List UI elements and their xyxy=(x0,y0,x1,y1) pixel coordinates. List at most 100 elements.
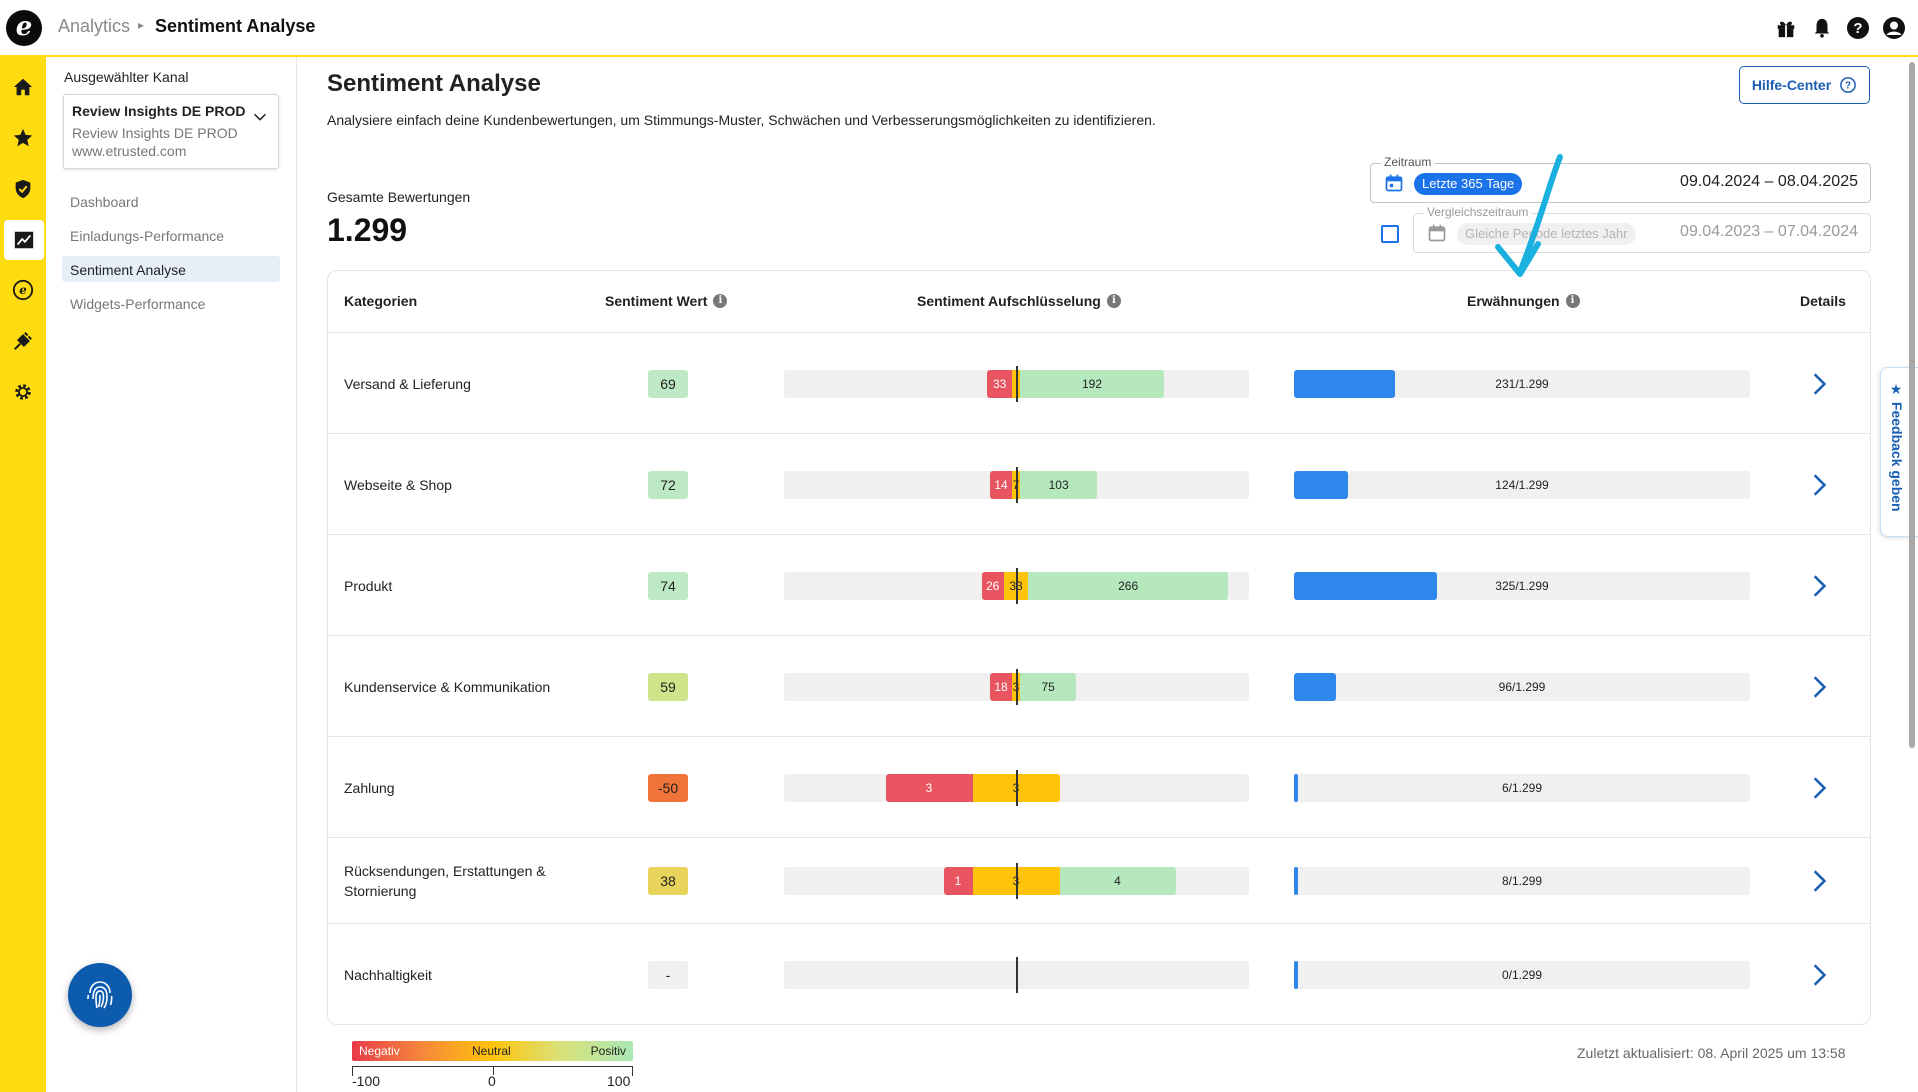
category-name: Zahlung xyxy=(344,780,395,796)
zero-line xyxy=(1016,863,1018,899)
plug-icon[interactable] xyxy=(9,327,37,355)
star-icon[interactable] xyxy=(9,124,37,152)
details-chevron-icon[interactable] xyxy=(1806,775,1832,806)
sentiment-score-badge: 74 xyxy=(648,572,688,600)
zero-line xyxy=(1016,957,1018,993)
period-label: Zeitraum xyxy=(1381,155,1435,169)
table-row[interactable]: Produkt 74 2633266 325/1.299 xyxy=(328,535,1870,636)
compare-period-chip: Gleiche Periode letztes Jahr xyxy=(1457,223,1636,245)
period-range: 09.04.2024 – 08.04.2025 xyxy=(1680,173,1858,190)
fingerprint-assistant-button[interactable] xyxy=(68,963,132,1027)
breadcrumb-parent[interactable]: Analytics xyxy=(58,16,131,36)
mentions-fill xyxy=(1294,572,1437,600)
mentions-fill xyxy=(1294,673,1337,701)
breadcrumb-current: Sentiment Analyse xyxy=(155,16,316,36)
details-chevron-icon[interactable] xyxy=(1806,962,1832,993)
negative-segment[interactable]: 14 xyxy=(990,471,1012,499)
positive-segment[interactable]: 4 xyxy=(1059,867,1176,895)
positive-segment[interactable]: 75 xyxy=(1020,673,1077,701)
channel-label: Ausgewählter Kanal xyxy=(64,69,189,85)
category-name: Webseite & Shop xyxy=(344,477,452,493)
help-center-button[interactable]: Hilfe-Center ? xyxy=(1739,66,1870,104)
analytics-chart-icon[interactable] xyxy=(4,220,44,260)
details-chevron-icon[interactable] xyxy=(1806,674,1832,705)
gift-icon[interactable] xyxy=(1774,16,1798,40)
legend-min: -100 xyxy=(352,1073,381,1089)
mentions-fill xyxy=(1294,774,1298,802)
negative-segment[interactable]: 33 xyxy=(987,370,1012,398)
period-chip[interactable]: Letzte 365 Tage xyxy=(1414,173,1523,195)
mentions-bar: 96/1.299 xyxy=(1294,673,1750,701)
table-row[interactable]: Kundenservice & Kommunikation 59 18375 96/1… xyxy=(328,636,1870,737)
channel-selector[interactable]: Review Insights DE PROD Review Insights … xyxy=(63,94,279,169)
negative-segment[interactable]: 1 xyxy=(943,867,973,895)
category-name: Rücksendungen, Erstattungen & Stornierun… xyxy=(344,863,546,899)
details-chevron-icon[interactable] xyxy=(1806,472,1832,503)
positive-segment[interactable]: 103 xyxy=(1020,471,1098,499)
info-icon[interactable]: i xyxy=(713,294,728,308)
chevron-down-icon[interactable] xyxy=(252,109,268,130)
compare-period-picker[interactable]: Vergleichszeitraum Gleiche Periode letzt… xyxy=(1413,205,1871,253)
home-icon[interactable] xyxy=(9,73,37,101)
info-icon[interactable]: i xyxy=(1565,294,1580,308)
positive-segment[interactable]: 266 xyxy=(1028,572,1228,600)
annotation-arrow-icon xyxy=(1495,154,1563,277)
details-chevron-icon[interactable] xyxy=(1806,371,1832,402)
mentions-bar: 0/1.299 xyxy=(1294,961,1750,989)
subnav-item-invitation-performance[interactable]: Einladungs-Performance xyxy=(70,228,225,244)
channel-name: Review Insights DE PROD xyxy=(72,103,246,119)
negative-segment[interactable]: 18 xyxy=(990,673,1012,701)
sentiment-score-badge: -50 xyxy=(648,774,688,802)
zero-line xyxy=(1016,669,1018,705)
zero-line xyxy=(1016,467,1018,503)
subnav-item-widgets-performance[interactable]: Widgets-Performance xyxy=(70,296,206,312)
help-center-label: Hilfe-Center xyxy=(1751,77,1832,93)
page-scrollbar[interactable] xyxy=(1909,62,1915,748)
table-header: Kategorien Sentiment Wert i Sentiment Auf… xyxy=(328,271,1870,333)
zero-line xyxy=(1016,366,1018,402)
bell-icon[interactable] xyxy=(1810,16,1834,40)
details-chevron-icon[interactable] xyxy=(1806,868,1832,899)
mentions-count: 0/1.299 xyxy=(1501,968,1543,982)
channel-subtitle: Review Insights DE PROD xyxy=(72,125,238,141)
table-row[interactable]: Nachhaltigkeit - 0/1.299 xyxy=(328,924,1870,1024)
legend-axis xyxy=(352,1066,633,1076)
compare-period-checkbox[interactable] xyxy=(1381,225,1399,243)
mentions-fill xyxy=(1294,471,1349,499)
sentiment-breakdown-bar: 33 xyxy=(784,770,1249,806)
mentions-count: 325/1.299 xyxy=(1495,579,1549,593)
shield-check-icon[interactable] xyxy=(9,175,37,203)
etrusted-coin-icon[interactable]: e xyxy=(9,276,37,304)
compare-period-label: Vergleichszeitraum xyxy=(1424,205,1532,219)
breadcrumb-separator: ▸ xyxy=(138,18,145,32)
negative-segment[interactable]: 3 xyxy=(885,774,973,802)
period-picker[interactable]: Zeitraum Letzte 365 Tage 09.04.2024 – 08… xyxy=(1370,155,1871,203)
sentiment-table: Kategorien Sentiment Wert i Sentiment Auf… xyxy=(327,270,1871,1025)
gear-icon[interactable] xyxy=(9,378,37,406)
details-chevron-icon[interactable] xyxy=(1806,573,1832,604)
table-row[interactable]: Versand & Lieferung 69 33 192 231/1.299 xyxy=(328,333,1870,434)
mentions-count: 8/1.299 xyxy=(1501,874,1543,888)
account-icon[interactable] xyxy=(1882,16,1906,40)
etrusted-logo[interactable]: e xyxy=(6,10,42,46)
negative-segment[interactable]: 26 xyxy=(981,572,1004,600)
svg-text:?: ? xyxy=(1845,80,1851,91)
subnav-item-sentiment-analysis[interactable]: Sentiment Analyse xyxy=(62,256,280,282)
legend-mid: 0 xyxy=(488,1073,496,1089)
sentiment-score-badge: 38 xyxy=(648,867,688,895)
last-updated-text: Zuletzt aktualisiert: 08. April 2025 um … xyxy=(1577,1045,1846,1061)
table-row[interactable]: Webseite & Shop 72 147103 124/1.299 xyxy=(328,434,1870,535)
positive-segment[interactable]: 192 xyxy=(1020,370,1164,398)
mentions-fill xyxy=(1294,370,1396,398)
header-details: Details xyxy=(1800,293,1846,309)
help-icon[interactable]: ? xyxy=(1846,16,1870,40)
sentiment-color-legend: Negativ Neutral Positiv xyxy=(352,1041,633,1061)
mentions-bar: 124/1.299 xyxy=(1294,471,1750,499)
help-circle-icon: ? xyxy=(1840,77,1857,93)
category-name: Nachhaltigkeit xyxy=(344,967,432,983)
info-icon[interactable]: i xyxy=(1106,294,1121,308)
page-title: Sentiment Analyse xyxy=(327,70,541,97)
table-row[interactable]: Rücksendungen, Erstattungen & Stornierun… xyxy=(328,838,1870,924)
subnav-item-dashboard[interactable]: Dashboard xyxy=(70,194,139,210)
table-row[interactable]: Zahlung -50 33 6/1.299 xyxy=(328,737,1870,838)
